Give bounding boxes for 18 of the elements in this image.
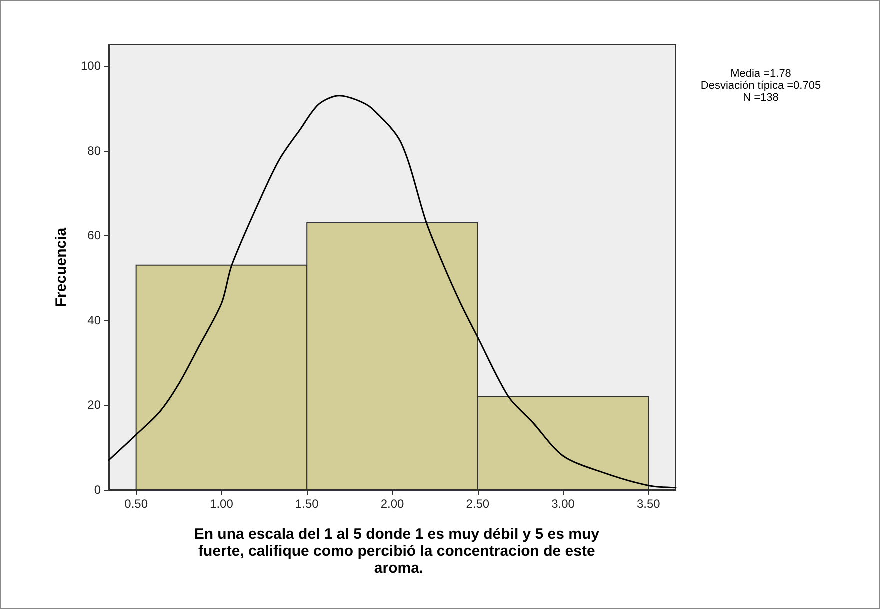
y-tick-label: 60: [88, 228, 102, 243]
y-tick-label: 80: [88, 144, 102, 158]
text: Media =1.78: [730, 68, 792, 80]
y-tick-label: 0: [94, 483, 102, 497]
x-tick-label: 1.50: [295, 497, 320, 511]
x-tick-label: 2.50: [466, 497, 490, 511]
text: Desviación típica =0.705: [700, 80, 822, 92]
y-tick-label: 100: [80, 59, 102, 74]
y-tick-label: 40: [88, 313, 102, 328]
x-tick-label: 2.00: [380, 497, 404, 511]
x-tick-label: 3.00: [552, 497, 576, 511]
y-axis-title: Frecuencia: [53, 227, 70, 308]
x-axis-title: En una escala del 1 al 5 donde 1 es muy débil y 5 es muy fuerte, califique como percibió la concentracion de este aroma.: [194, 526, 604, 577]
x-tick-label: 0.50: [124, 497, 148, 511]
y-tick-label: 20: [88, 398, 102, 412]
text: N =138: [743, 92, 779, 104]
x-tick-label: 3.50: [636, 497, 661, 511]
x-tick-label: 1.00: [210, 497, 234, 511]
